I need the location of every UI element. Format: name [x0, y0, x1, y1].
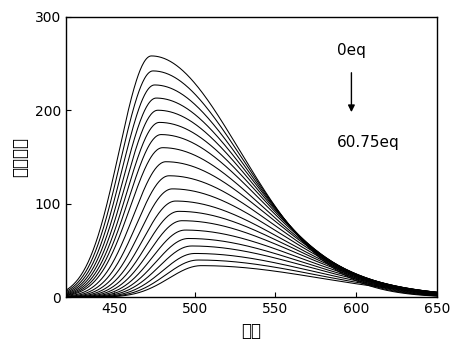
- Text: 0eq: 0eq: [337, 43, 366, 58]
- Y-axis label: 荧光强度: 荧光强度: [11, 137, 29, 177]
- Text: 60.75eq: 60.75eq: [337, 134, 399, 150]
- X-axis label: 波长: 波长: [241, 322, 261, 340]
